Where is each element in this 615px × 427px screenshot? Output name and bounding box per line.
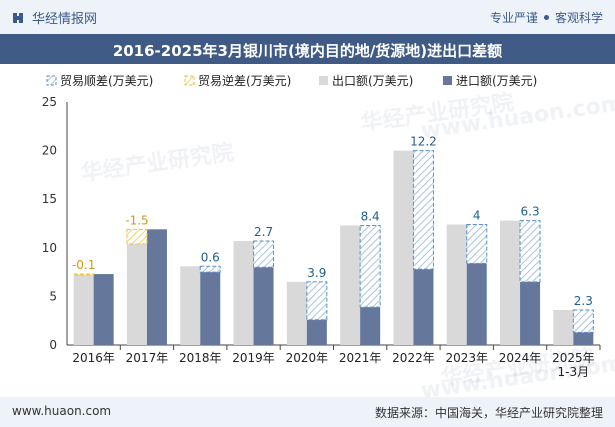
surplus-segment [306, 281, 328, 321]
y-tick-label: 5 [49, 289, 57, 303]
x-tick-label: 2021年 [339, 351, 382, 365]
export-bar [553, 310, 574, 345]
surplus-segment [466, 223, 488, 264]
bar-chart: 贸易顺差(万美元) 贸易逆差(万美元) 出口额(万美元) 进口额(万美元) 0 5 10 1… [42, 73, 601, 379]
balance-label: 12.2 [410, 135, 437, 149]
export-bar [180, 266, 201, 345]
export-bar [286, 281, 307, 345]
legend-item: 贸易逆差(万美元) [184, 73, 291, 88]
export-bar [73, 275, 94, 345]
surplus-segment [519, 220, 541, 283]
bars [73, 150, 594, 345]
axes: 0 5 10 15 20 25 2016年 2017年 2018年 2019年 2020年 2021年… [42, 95, 601, 379]
footer-source: 数据来源：中国海关，华经产业研究院整理 [374, 406, 603, 420]
export-bar [233, 240, 254, 345]
import-bar [93, 274, 114, 345]
surplus-segment [412, 150, 434, 270]
y-tick-label: 15 [42, 192, 57, 206]
legend-item: 出口额(万美元) [319, 74, 413, 88]
legend-swatch [46, 75, 57, 86]
x-tick-label: 2024年 [499, 351, 542, 365]
tagline-right: 客观科学 [554, 11, 603, 25]
footer-site: www.huaon.com [12, 404, 112, 418]
import-bar [573, 332, 594, 345]
y-tick-label: 0 [49, 338, 57, 352]
data-labels: -0.1 -1.5 0.6 2.7 3.9 8.4 12.2 4 6.3 2.3 [72, 135, 593, 308]
x-tick-label: 2025年 [552, 351, 595, 365]
legend: 贸易顺差(万美元) 贸易逆差(万美元) 出口额(万美元) 进口额(万美元) [46, 73, 537, 88]
legend-label: 进口额(万美元) [456, 74, 537, 88]
balance-label: 8.4 [361, 209, 380, 223]
deficit-segment [73, 273, 95, 276]
import-bar [520, 281, 541, 345]
balance-label: 2.3 [574, 294, 593, 308]
legend-label: 贸易顺差(万美元) [60, 74, 153, 88]
chart-title: 2016-2025年3月银川市(境内目的地/货源地)进出口差额 [112, 42, 503, 60]
legend-label: 出口额(万美元) [332, 74, 413, 88]
surplus-segment [572, 309, 594, 333]
legend-swatch [443, 76, 452, 85]
x-tick-label: 2017年 [126, 351, 169, 365]
import-bar [413, 269, 434, 345]
export-bar [393, 150, 414, 345]
legend-item: 进口额(万美元) [443, 74, 537, 88]
balance-label: 2.7 [254, 225, 273, 239]
legend-label: 贸易逆差(万美元) [198, 73, 291, 88]
export-bar [500, 220, 521, 345]
surplus-segment [253, 240, 275, 268]
separator-dot-icon [543, 15, 549, 20]
tagline: 专业严谨 客观科学 [490, 9, 603, 26]
brand-logo-icon [13, 12, 23, 23]
balance-label: -1.5 [125, 213, 148, 227]
top-header: 华经情报网 专业严谨 客观科学 [0, 0, 615, 34]
tagline-left: 专业严谨 [489, 11, 538, 25]
import-bar [360, 307, 381, 345]
balance-label: 3.9 [307, 266, 326, 280]
title-bar: 2016-2025年3月银川市(境内目的地/货源地)进出口差额 [0, 34, 615, 64]
export-bar [446, 224, 467, 345]
x-tick-label: 1-3月 [558, 365, 590, 379]
footer: www.huaon.com 数据来源：中国海关，华经产业研究院整理 [0, 397, 615, 427]
brand-name: 华经情报网 [32, 12, 98, 27]
import-bar [200, 272, 221, 345]
deficit-segment [126, 228, 148, 245]
balance-label: 0.6 [201, 250, 220, 264]
export-bar [126, 243, 147, 345]
y-tick-label: 20 [42, 144, 57, 158]
legend-swatch [319, 76, 328, 85]
legend-item: 贸易顺差(万美元) [46, 74, 153, 88]
legend-swatch [184, 75, 195, 86]
x-tick-label: 2016年 [72, 351, 115, 365]
y-tick-label: 10 [42, 241, 57, 255]
import-bar [466, 263, 487, 345]
x-tick-label: 2023年 [445, 351, 488, 365]
balance-label: -0.1 [72, 258, 95, 272]
import-bar [306, 319, 327, 345]
import-bar [253, 267, 274, 345]
balance-label: 4 [473, 208, 481, 222]
y-tick-label: 25 [42, 95, 57, 109]
import-bar [146, 229, 167, 345]
brand: 华经情报网 [12, 8, 97, 27]
surplus-segment [359, 224, 381, 308]
balance-label: 6.3 [521, 205, 540, 219]
x-tick-label: 2020年 [286, 351, 329, 365]
x-tick-label: 2019年 [232, 351, 275, 365]
x-tick-label: 2022年 [392, 351, 435, 365]
x-tick-label: 2018年 [179, 351, 222, 365]
export-bar [340, 225, 361, 345]
surplus-segment [199, 265, 221, 273]
